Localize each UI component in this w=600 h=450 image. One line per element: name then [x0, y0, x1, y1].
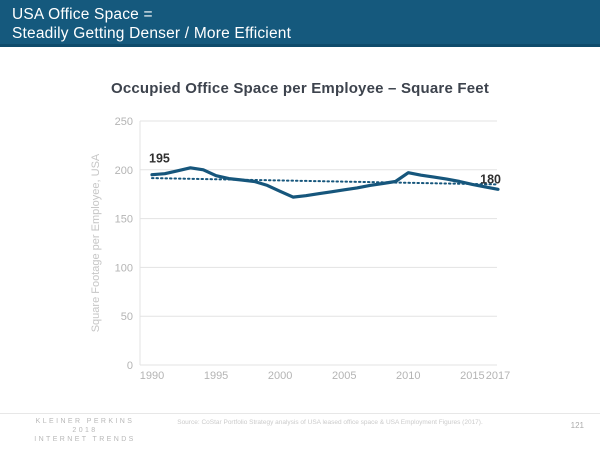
footer-divider: [0, 413, 600, 414]
series-line: [150, 166, 500, 199]
y-axis-title: Square Footage per Employee, USA: [90, 153, 102, 332]
x-tick-label: 2015: [460, 370, 484, 382]
slide-header-banner: USA Office Space = Steadily Getting Dens…: [0, 0, 600, 47]
brand-block: KLEINER PERKINS 2018 INTERNET TRENDS: [10, 417, 160, 444]
x-tick-label: 2005: [332, 370, 356, 382]
y-tick-label: 150: [115, 214, 133, 226]
x-tick-label: 2000: [268, 370, 292, 382]
x-tick-label: 2010: [396, 370, 420, 382]
trend-dotted-line: [151, 177, 499, 186]
y-tick-label: 0: [127, 360, 133, 372]
x-tick-label: 1995: [204, 370, 228, 382]
header-title-line-2: Steadily Getting Denser / More Efficient: [12, 25, 292, 42]
chart-title: Occupied Office Space per Employee – Squ…: [110, 80, 490, 97]
x-tick-label: 1990: [140, 370, 164, 382]
y-tick-label: 250: [115, 116, 133, 128]
data-label: 180: [480, 172, 501, 186]
y-tick-label: 200: [115, 165, 133, 177]
brand-line-1: KLEINER PERKINS: [35, 418, 135, 425]
source-text: Source: CoStar Portfolio Strategy analys…: [177, 419, 483, 426]
page-number: 121: [570, 421, 584, 430]
header-title-line-1: USA Office Space =: [12, 6, 153, 23]
y-tick-label: 100: [115, 262, 133, 274]
brand-line-2: 2018: [72, 427, 98, 434]
brand-line-3: INTERNET TRENDS: [34, 436, 136, 443]
y-tick-label: 50: [121, 311, 133, 323]
x-tick-label: 2017: [486, 370, 510, 382]
data-label: 195: [149, 152, 170, 166]
